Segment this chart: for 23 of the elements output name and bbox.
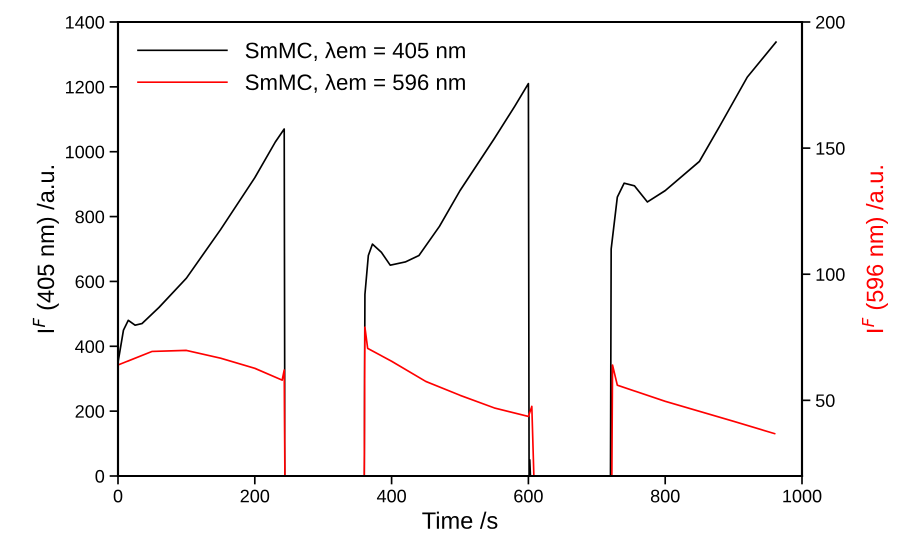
x-tick-label: 400 (376, 490, 406, 502)
x-axis-title: Time /s (422, 512, 498, 529)
y-tick-label: 1200 (66, 80, 104, 94)
y-tick-label: 0 (95, 470, 104, 483)
x-tick-label: 800 (650, 490, 680, 502)
y-tick-label: 200 (76, 405, 104, 418)
x-tick-label: 1000 (783, 490, 822, 502)
y-tick-label: 800 (75, 210, 104, 224)
x-tick-label: 0 (114, 490, 122, 502)
y-axis-title: I$^{F}$ (405 nm) /a.u. (32, 166, 59, 332)
x-tick-label: 600 (514, 490, 543, 502)
x-tick-label: 200 (240, 490, 270, 502)
legend-label: SmMC, λem = 405 nm (246, 42, 465, 61)
y2-tick-label: 50 (816, 394, 835, 408)
y2-axis-title: I$^{F}$ (596 nm) /a.u. (862, 166, 888, 332)
legend-label: SmMC, λem = 596 nm (246, 74, 465, 93)
y-tick-label: 1400 (66, 16, 104, 29)
y2-tick-label: 100 (816, 268, 845, 281)
y-tick-label: 1000 (66, 146, 104, 158)
y2-tick-label: 150 (816, 142, 845, 155)
y-tick-label: 400 (75, 340, 104, 354)
y-tick-label: 600 (76, 275, 104, 288)
y2-tick-label: 200 (816, 16, 845, 29)
